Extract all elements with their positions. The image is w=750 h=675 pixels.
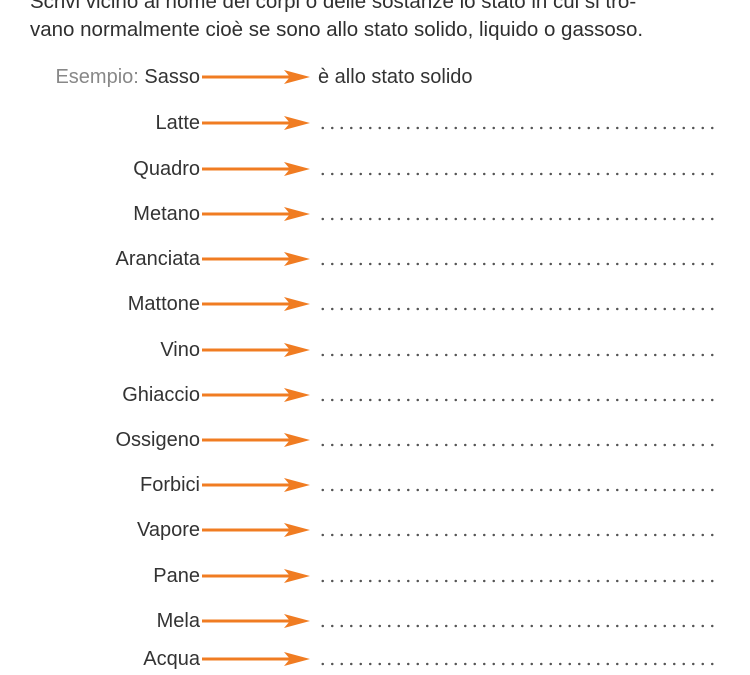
item-label: Forbici: [139, 474, 200, 496]
arrow-icon: [202, 569, 310, 583]
item-label: Acqua: [143, 648, 200, 670]
arrow-icon: [202, 116, 310, 130]
arrow-icon: [202, 614, 310, 628]
answer-dotted-line[interactable]: [318, 126, 720, 130]
arrow-icon: [202, 343, 310, 357]
item-label: Metano: [133, 203, 200, 225]
list-item: Vino: [0, 335, 750, 365]
answer-dotted-line[interactable]: [318, 443, 720, 447]
answer-dotted-line[interactable]: [318, 662, 720, 666]
item-label: Ghiaccio: [122, 384, 200, 406]
answer-dotted-line[interactable]: [318, 398, 720, 402]
list-item: Quadro: [0, 154, 750, 184]
arrow-icon: [202, 523, 310, 537]
answer-dotted-line[interactable]: [318, 217, 720, 221]
item-label: Aranciata: [115, 248, 201, 270]
arrow-icon: [202, 388, 310, 402]
arrow-icon: [202, 162, 310, 176]
list-item: Mattone: [0, 289, 750, 319]
example-item: Sasso: [144, 66, 200, 88]
example-prefix: Esempio:: [55, 66, 139, 88]
item-label: Latte: [155, 112, 200, 134]
arrow-icon: [202, 433, 310, 447]
arrow-icon: [202, 478, 310, 492]
answer-dotted-line[interactable]: [318, 624, 720, 628]
answer-dotted-line[interactable]: [318, 353, 720, 357]
answer-dotted-line[interactable]: [318, 307, 720, 311]
answer-dotted-line[interactable]: [318, 262, 720, 266]
item-label: Vino: [160, 339, 200, 361]
answer-dotted-line[interactable]: [318, 488, 720, 492]
item-label: Quadro: [133, 158, 200, 180]
list-item: Metano: [0, 199, 750, 229]
item-label: Vapore: [136, 519, 200, 541]
arrow-icon: [202, 652, 310, 666]
item-label: Ossigeno: [115, 429, 201, 451]
item-label: Pane: [153, 565, 200, 587]
answer-dotted-line[interactable]: [318, 579, 720, 583]
item-label: Mattone: [127, 293, 200, 315]
list-item: Pane: [0, 561, 750, 591]
instructions-line-1: Scrivi vicino al nome dei corpi o delle …: [30, 0, 637, 13]
list-item: Ghiaccio: [0, 380, 750, 410]
list-item: Latte: [0, 108, 750, 138]
instructions: Scrivi vicino al nome dei corpi o delle …: [30, 0, 745, 44]
example-label: Esempio: Sasso: [55, 62, 200, 92]
list-item: Forbici: [0, 470, 750, 500]
item-label: Mela: [156, 610, 200, 632]
answer-dotted-line[interactable]: [318, 533, 720, 537]
example-row: Esempio: Sasso è allo stato solido: [0, 62, 750, 92]
list-item: Vapore: [0, 515, 750, 545]
arrow-icon: [202, 70, 310, 84]
example-answer: è allo stato solido: [318, 66, 473, 88]
list-item: Acqua: [0, 644, 750, 674]
answer-dotted-line[interactable]: [318, 172, 720, 176]
arrow-icon: [202, 297, 310, 311]
list-item: Mela: [0, 606, 750, 636]
list-item: Aranciata: [0, 244, 750, 274]
arrow-icon: [202, 207, 310, 221]
list-item: Ossigeno: [0, 425, 750, 455]
arrow-icon: [202, 252, 310, 266]
instructions-line-2: vano normalmente cioè se sono allo stato…: [30, 18, 644, 41]
